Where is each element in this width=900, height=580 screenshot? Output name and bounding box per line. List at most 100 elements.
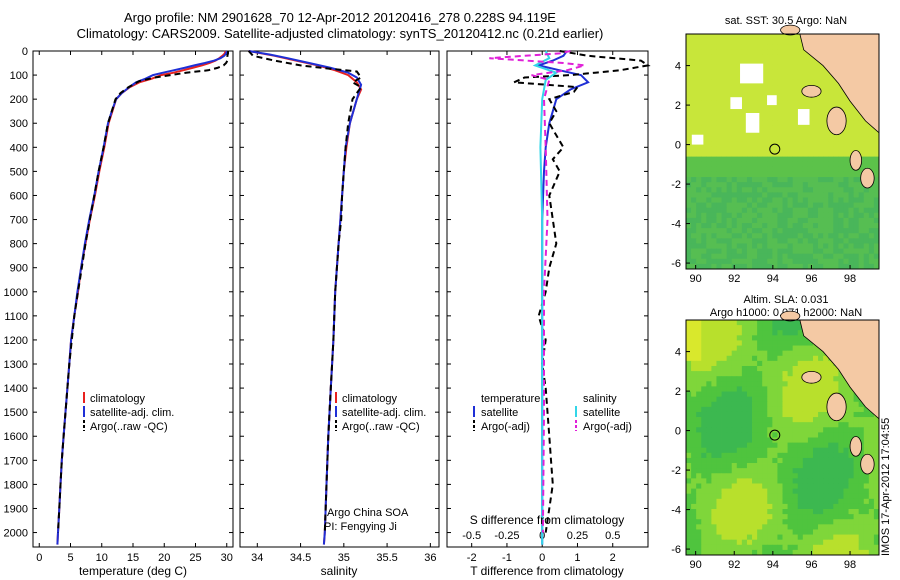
map-cell (823, 258, 829, 265)
map-cell (792, 187, 799, 193)
map-cell (858, 187, 865, 193)
map-cell (797, 238, 804, 244)
x-tick-label: 5 (67, 552, 73, 564)
map-cell (701, 49, 707, 55)
map-cell (757, 488, 763, 495)
map-cell (711, 59, 717, 66)
map-cell (721, 202, 728, 209)
map-cell (797, 59, 804, 66)
map-cell (691, 197, 697, 203)
map-cell (828, 391, 834, 398)
map-cell (731, 417, 738, 423)
island (860, 167, 875, 189)
map-cell (741, 509, 748, 515)
map-cell (752, 473, 758, 479)
map-cell (696, 248, 702, 255)
map-cell (691, 478, 697, 484)
map-cell (736, 493, 743, 500)
map-cell (762, 207, 768, 214)
map-cell (782, 161, 788, 168)
map-cell (736, 544, 743, 551)
map-cell (711, 192, 717, 198)
map-cell (843, 182, 849, 188)
map-cell (873, 509, 880, 515)
map-cell (741, 258, 748, 265)
map-cell (762, 335, 768, 341)
map-cell (782, 156, 788, 163)
map-cell (787, 524, 794, 530)
map-cell (711, 360, 717, 367)
map-cell (787, 488, 794, 495)
map-cell (787, 417, 794, 423)
map-cell (716, 182, 722, 188)
map-cell (787, 125, 794, 132)
map-cell (716, 202, 722, 209)
s-diff-tick-label: 0.25 (567, 530, 588, 542)
no-data-patch (730, 97, 742, 110)
map-cell (716, 253, 722, 260)
map-cell (812, 544, 819, 551)
map-cell (767, 258, 773, 265)
map-cell (711, 447, 717, 454)
map-cell (757, 151, 763, 158)
map-cell (726, 182, 733, 188)
map-cell (797, 263, 804, 270)
map-cell (782, 457, 788, 464)
map-cell (741, 345, 748, 352)
map-cell (736, 131, 743, 137)
map-cell (716, 544, 722, 551)
map-cell (848, 146, 855, 152)
map-cell (823, 432, 829, 438)
map-cell (691, 365, 697, 372)
map-cell (818, 396, 824, 403)
map-cell (721, 411, 728, 418)
map-cell (782, 105, 788, 112)
map-cell (812, 146, 819, 152)
map-cell (792, 463, 799, 469)
map-cell (736, 248, 743, 255)
map-cell (823, 263, 829, 270)
map-cell (777, 463, 783, 469)
map-cell (802, 381, 809, 387)
map-cell (853, 228, 860, 234)
map-cell (746, 90, 753, 96)
map-cell (706, 534, 712, 541)
map-cell (721, 442, 728, 449)
map-cell (853, 115, 860, 122)
map-cell (721, 49, 728, 55)
series-line-climatology (248, 50, 363, 545)
map-cell (787, 365, 794, 372)
map-cell (746, 473, 753, 479)
s-diff-tick-label: -0.25 (494, 530, 519, 542)
map-cell (802, 360, 809, 367)
map-cell (777, 539, 783, 546)
map-cell (782, 131, 788, 137)
map-cell (757, 340, 763, 346)
map-cell (696, 345, 702, 352)
map-cell (746, 187, 753, 193)
map-cell (721, 120, 728, 127)
map-cell (828, 478, 834, 484)
map-cell (752, 457, 758, 464)
map-cell (843, 452, 849, 459)
map-cell (787, 258, 794, 265)
map-cell (726, 320, 733, 326)
map-cell (807, 182, 814, 188)
map-cell (716, 493, 722, 500)
map-cell (757, 401, 763, 408)
map-cell (686, 90, 692, 96)
map-cell (787, 478, 794, 484)
map-cell (757, 54, 763, 60)
map-cell (691, 396, 697, 403)
map-cell (752, 105, 758, 112)
map-cell (726, 529, 733, 535)
map-cell (731, 514, 738, 520)
map-cell (716, 136, 722, 142)
map-cell (843, 509, 849, 515)
map-cell (736, 473, 743, 479)
map-cell (701, 243, 707, 249)
map-cell (787, 238, 794, 244)
map-cell (772, 253, 778, 260)
map-cell (858, 544, 865, 551)
map-cell (746, 365, 753, 372)
